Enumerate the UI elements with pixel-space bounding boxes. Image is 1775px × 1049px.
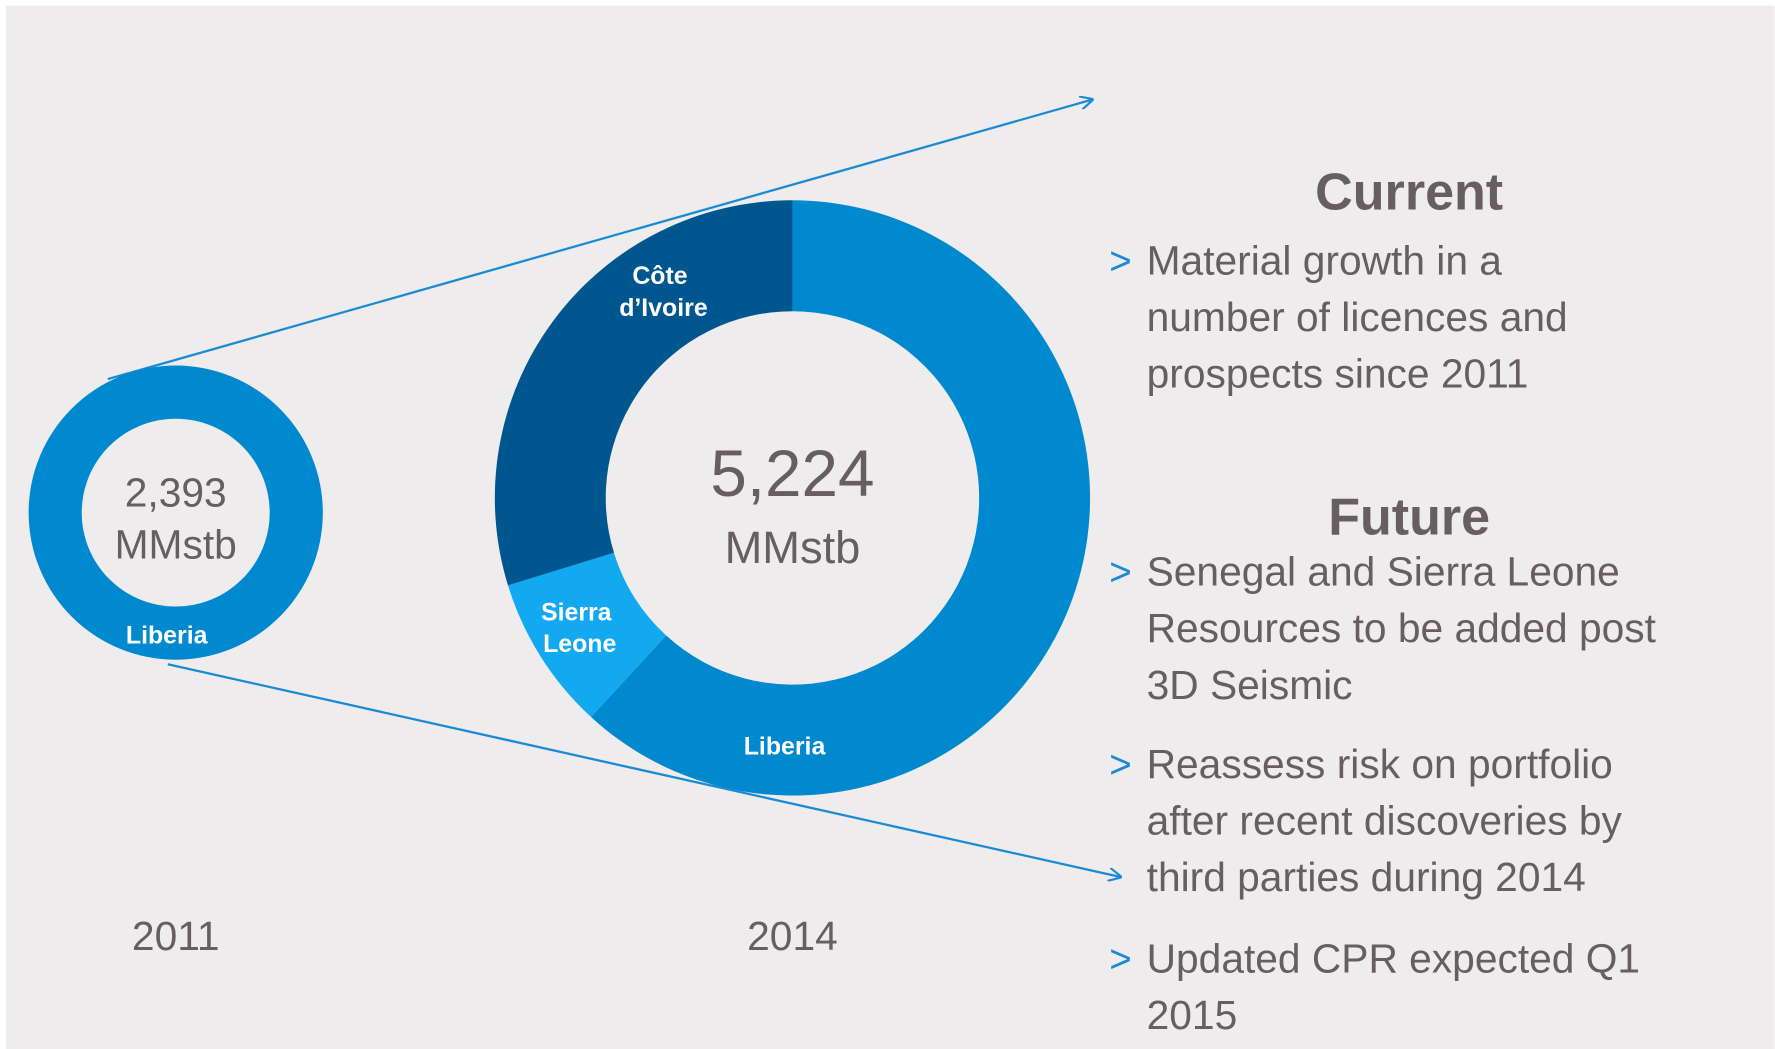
bullet-text: number of licences and [1147,294,1568,340]
section-heading: Future [1328,488,1490,546]
bullet: > [1109,551,1131,594]
donut-segment [494,200,793,586]
segment-label-line: d’Ivoire [619,294,707,322]
charts: Liberia 2,393 MMstb 2011 Liberia Sierra Leone… [28,200,1091,959]
center-total: 2,393 [125,469,227,515]
segment-label-line: Sierra [541,598,618,626]
bullet-text: after recent discoveries by [1147,798,1623,844]
segment-label: Liberia [744,733,826,761]
donut-segment [591,200,1091,796]
bullet-text: prospects since 2011 [1147,351,1529,397]
year-label: 2011 [132,913,220,959]
bullet: > [1109,938,1131,981]
bullet-text: Material growth in a [1147,237,1503,283]
segment-label-line: Côte [632,262,694,290]
bullet-text: Reassess risk on portfolio [1147,741,1613,787]
segment-label: Côte d’Ivoire [619,262,707,322]
bullet-text: Resources to be added post [1147,605,1657,651]
section-heading: Current [1315,164,1503,222]
center-total: 5,224 [710,437,874,510]
donut-segment [507,552,667,718]
segment-label: Liberia [126,622,208,650]
segment-label: Sierra Leone [541,598,618,658]
bullet-text: Updated CPR expected Q1 [1147,936,1640,982]
bullet-text: 3D Seismic [1147,662,1353,708]
bullet: > [1109,743,1131,786]
text-panel: Current > Material growth in a number of li… [1109,164,1656,1039]
donut-segment [28,365,323,660]
segment-label-line: Leone [543,630,616,658]
bullet-text: 2015 [1147,992,1238,1038]
bullet: > [1109,240,1131,283]
center-unit: MMstb [725,522,861,573]
bullet-text: Senegal and Sierra Leone [1147,549,1620,595]
zoom-line [107,100,1092,381]
bullet-text: third parties during 2014 [1147,854,1586,900]
year-label: 2014 [747,913,838,959]
center-unit: MMstb [115,521,237,567]
zoom-line [167,663,1121,877]
